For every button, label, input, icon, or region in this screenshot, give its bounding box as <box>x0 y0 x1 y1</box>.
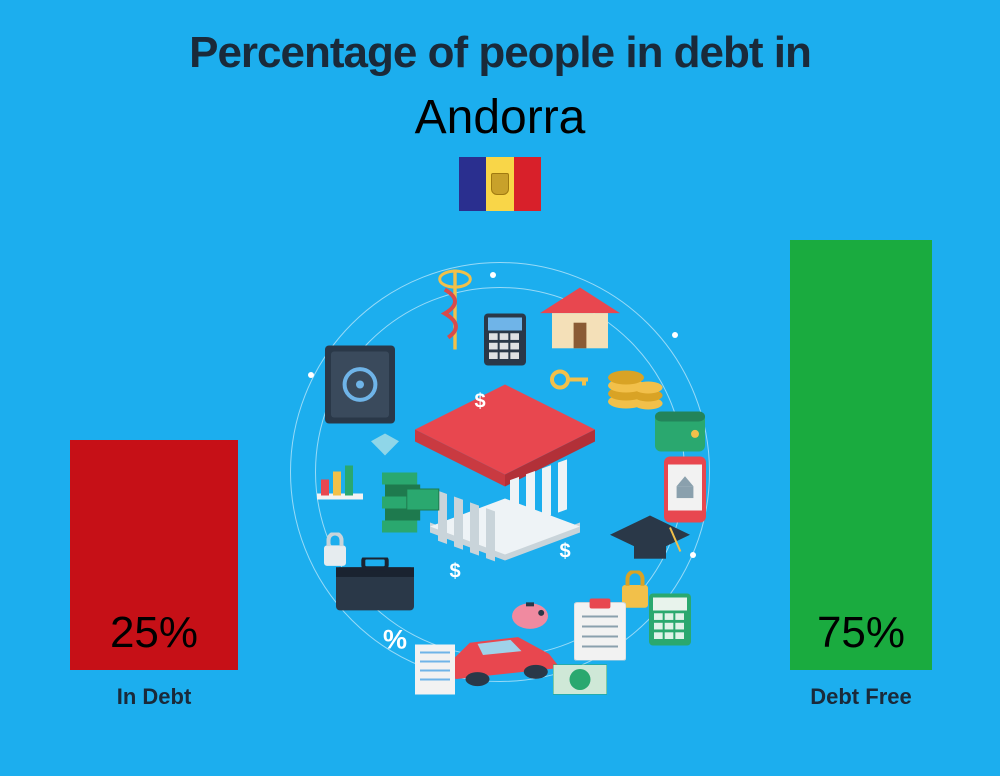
grad-cap-icon <box>610 516 690 569</box>
banknote-icon <box>553 665 607 700</box>
country-flag <box>459 157 541 211</box>
flag-stripe-2 <box>486 157 513 211</box>
padlock2-icon <box>322 533 348 572</box>
orbit-dot-0 <box>308 372 314 378</box>
flag-stripe-3 <box>514 157 541 211</box>
flag-crest-icon <box>491 173 509 195</box>
key-icon <box>550 370 590 395</box>
dollar-sign-icon-2: $ <box>449 561 460 584</box>
percent-icon: % <box>380 625 410 660</box>
bar-pct-debt_free: 75% <box>817 608 905 658</box>
bar-chart-icon <box>317 460 363 505</box>
page-title: Percentage of people in debt in <box>0 0 1000 78</box>
clipboard-icon <box>574 599 626 666</box>
flag-stripe-1 <box>459 157 486 211</box>
caduceus-icon <box>438 270 472 355</box>
wallet-icon <box>655 408 705 457</box>
coins-icon <box>605 350 665 415</box>
bar-rect-in_debt: 25% <box>70 440 238 670</box>
bar-label-debt_free: Debt Free <box>810 684 911 710</box>
orbit-dot-4 <box>490 272 496 278</box>
bar-label-in_debt: In Debt <box>117 684 192 710</box>
piggy-bank-icon <box>510 599 550 636</box>
country-name: Andorra <box>0 90 1000 145</box>
svg-text:%: % <box>383 625 407 655</box>
orbit-dot-3 <box>690 552 696 558</box>
bar-in_debt: 25% In Debt <box>70 440 238 710</box>
calculator2-icon <box>649 594 691 651</box>
bar-debt_free: 75% Debt Free <box>790 240 932 710</box>
diamond-icon <box>371 434 399 461</box>
dollar-sign-icon-0: $ <box>474 391 485 414</box>
orbit-dot-1 <box>672 332 678 338</box>
bar-rect-debt_free: 75% <box>790 240 932 670</box>
bar-pct-in_debt: 25% <box>110 608 198 658</box>
calculator-icon <box>484 314 526 371</box>
car-icon <box>450 632 560 693</box>
house-icon <box>540 288 620 357</box>
dollar-sign-icon-1: $ <box>559 541 570 564</box>
finance-illustration: % $ $ $ <box>280 252 720 692</box>
receipt-icon <box>415 645 455 700</box>
safe-icon <box>325 346 395 429</box>
cash-stack-icon <box>378 465 442 540</box>
